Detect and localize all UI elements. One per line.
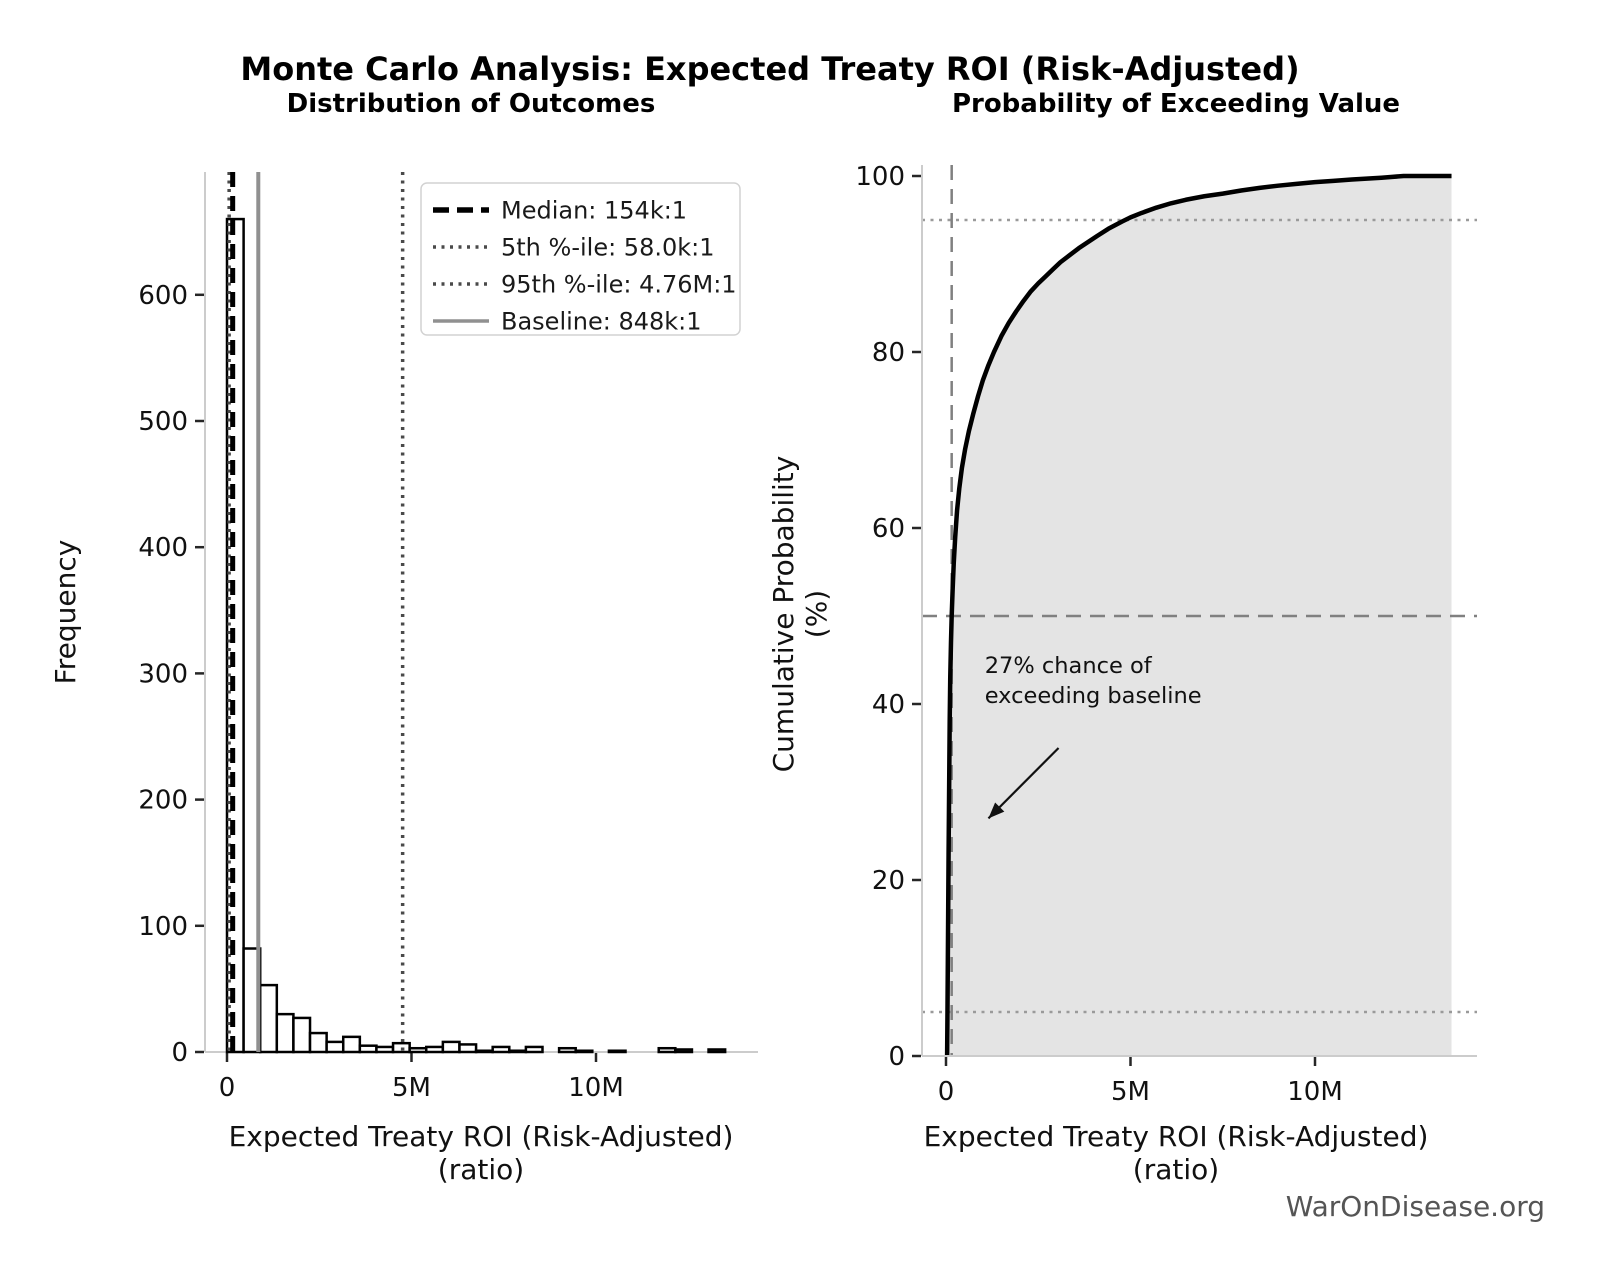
histogram-bar — [258, 983, 279, 1054]
histogram-bar — [524, 1045, 544, 1054]
right-x-axis-label: Expected Treaty ROI (Risk-Adjusted) (rat… — [923, 1120, 1429, 1186]
cdf-x-tick-label: 10M — [1287, 1077, 1343, 1107]
annotation-text-line: 27% chance of — [985, 653, 1153, 679]
histogram-y-tick-label: 600 — [138, 281, 188, 311]
legend: Median: 154k:1 5th %-ile: 58.0k:1 95th %-i… — [420, 182, 741, 336]
histogram-bar — [574, 1049, 594, 1054]
cdf-x-tick-label: 0 — [938, 1077, 955, 1107]
histogram-bar — [308, 1031, 328, 1054]
cdf-curve — [944, 173, 1452, 1057]
histogram-y-tick-label: 0 — [171, 1038, 188, 1068]
histogram-bar — [707, 1048, 727, 1054]
histogram-y-tick-label: 400 — [138, 533, 188, 563]
cdf-y-tick-label: 100 — [855, 162, 905, 192]
histogram-bar — [425, 1045, 445, 1054]
cdf-axes: 0 5M 10M 0 20 40 60 80 100 — [855, 162, 1477, 1107]
histogram-bar — [557, 1046, 577, 1054]
histogram-x-tick-label: 0 — [219, 1073, 236, 1103]
left-x-axis-label: Expected Treaty ROI (Risk-Adjusted) (rat… — [228, 1120, 734, 1186]
histogram-bar — [474, 1049, 494, 1054]
annotation-text-line: exceeding baseline — [985, 683, 1202, 709]
cdf-y-tick-label: 40 — [872, 690, 905, 720]
reference-lines — [227, 172, 405, 1052]
annotation-arrow-shaft — [987, 747, 1060, 820]
histogram-bar — [674, 1048, 694, 1054]
legend-label-median: Median: 154k:1 — [501, 197, 687, 225]
histogram-y-tick-label: 200 — [138, 786, 188, 816]
cdf-x-tick-label: 5M — [1111, 1077, 1150, 1107]
legend-box — [420, 182, 741, 336]
histogram-bar — [341, 1035, 362, 1054]
histogram-bars — [225, 217, 727, 1054]
annotation: 27% chance of exceeding baseline — [985, 653, 1202, 820]
histogram-bar — [225, 217, 245, 1054]
cdf-y-tick-label: 80 — [872, 338, 905, 368]
histogram-x-tick-label: 5M — [392, 1073, 431, 1103]
cdf-y-tick-label: 60 — [872, 514, 905, 544]
annotation-arrow-head — [988, 802, 1005, 819]
histogram-y-tick-label: 100 — [138, 912, 188, 942]
legend-label-p95: 95th %-ile: 4.76M:1 — [501, 271, 737, 299]
legend-label-p5: 5th %-ile: 58.0k:1 — [501, 234, 715, 262]
histogram-bar — [508, 1049, 528, 1054]
right-subplot-title: Probability of Exceeding Value — [951, 89, 1401, 119]
histogram-bar — [325, 1040, 345, 1054]
cdf-plot: 0 5M 10M 0 20 40 60 80 100 27% chance of exceeding… — [855, 162, 1477, 1107]
histogram-y-tick-label: 500 — [138, 407, 188, 437]
footer-credit: WarOnDisease.org — [1285, 1190, 1545, 1223]
histogram-bar — [458, 1043, 478, 1054]
cdf-y-tick-label: 0 — [888, 1042, 905, 1072]
histogram-bar — [292, 1016, 312, 1054]
histogram-bar — [441, 1040, 461, 1054]
histogram-x-tick-label: 10M — [568, 1073, 624, 1103]
histogram-y-tick-label: 300 — [138, 659, 188, 689]
histogram-bar — [491, 1045, 511, 1054]
cdf-y-tick-label: 20 — [872, 866, 905, 896]
histogram-bar — [408, 1046, 428, 1054]
histogram-plot: 0 5M 10M 0 100 200 300 400 500 600 Median: 154k:1 5… — [138, 172, 758, 1103]
main-title: Monte Carlo Analysis: Expected Treaty RO… — [240, 50, 1300, 88]
left-subplot-title: Distribution of Outcomes — [286, 89, 656, 119]
legend-label-baseline: Baseline: 848k:1 — [501, 308, 702, 336]
histogram-bar — [607, 1049, 627, 1054]
histogram-bar — [358, 1044, 378, 1054]
histogram-bar — [375, 1045, 395, 1054]
histogram-bar — [275, 1012, 295, 1054]
histogram-bar — [657, 1046, 677, 1054]
